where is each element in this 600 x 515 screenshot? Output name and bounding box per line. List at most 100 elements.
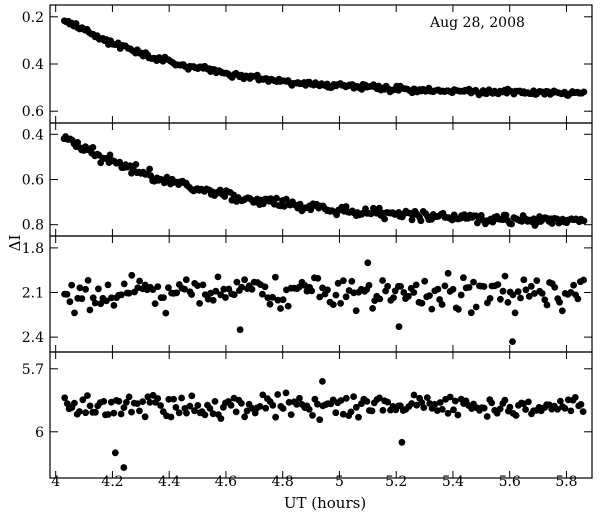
y-tick-label: 0.6	[22, 173, 44, 189]
data-point	[241, 276, 249, 284]
data-point	[221, 193, 229, 200]
data-point	[525, 398, 532, 406]
data-point	[428, 305, 436, 313]
data-point	[149, 286, 157, 293]
data-point	[233, 278, 241, 286]
data-point	[89, 294, 97, 302]
data-point	[410, 391, 418, 399]
data-point	[342, 394, 350, 402]
data-point	[63, 400, 71, 407]
data-point	[274, 391, 282, 398]
data-point	[238, 283, 246, 291]
data-point	[175, 409, 183, 417]
data-point	[558, 307, 566, 315]
data-point	[311, 395, 319, 403]
data-point	[554, 406, 561, 413]
data-point	[423, 394, 431, 401]
data-point	[400, 289, 408, 296]
data-point	[531, 290, 538, 297]
data-point	[95, 285, 102, 293]
data-point	[100, 398, 108, 405]
data-point	[194, 282, 202, 289]
data-point	[120, 464, 128, 471]
data-point	[282, 195, 290, 203]
data-point	[421, 277, 429, 285]
x-tick-label: 4.8	[272, 474, 294, 490]
data-point	[364, 259, 372, 267]
data-point	[472, 303, 480, 311]
data-point	[227, 401, 235, 409]
data-point	[342, 293, 350, 301]
y-tick-label: 0.4	[22, 127, 44, 143]
data-point	[186, 402, 194, 410]
data-point	[350, 393, 357, 400]
data-point	[86, 306, 94, 314]
data-point	[384, 398, 392, 406]
x-tick-label: 4.6	[215, 474, 237, 490]
data-point	[277, 305, 284, 312]
data-point	[379, 277, 386, 284]
data-point	[431, 400, 439, 408]
data-point	[182, 276, 190, 284]
data-point	[307, 206, 315, 214]
data-point	[496, 405, 504, 413]
data-point	[188, 291, 196, 298]
data-point	[220, 285, 228, 293]
data-point	[102, 297, 110, 305]
data-point	[120, 404, 128, 411]
data-point	[438, 301, 446, 308]
panel-3: 1.8 2.1 2.4	[22, 235, 593, 353]
x-tick-label: 5.6	[499, 474, 521, 490]
data-point	[486, 295, 494, 302]
data-point	[449, 285, 457, 293]
panel-1: 0.2 0.4 0.6	[22, 4, 593, 124]
data-point	[116, 158, 124, 166]
data-point	[76, 284, 84, 292]
data-point	[84, 392, 91, 399]
data-point	[125, 393, 133, 401]
x-tick-label: 5.8	[555, 474, 577, 490]
data-point	[262, 404, 270, 412]
y-tick-label: 5.7	[22, 362, 44, 378]
data-point	[241, 413, 249, 421]
data-point	[167, 413, 175, 421]
data-point	[457, 291, 465, 299]
data-point	[136, 407, 143, 415]
data-point	[273, 194, 280, 202]
data-point	[71, 309, 78, 317]
data-point	[580, 276, 587, 284]
data-point	[337, 300, 344, 307]
data-point	[84, 277, 92, 284]
x-tick-label: 5.4	[442, 474, 464, 490]
data-point	[319, 378, 326, 385]
data-point	[238, 400, 245, 407]
data-point	[426, 292, 433, 299]
data-point	[455, 305, 462, 313]
data-point	[412, 281, 420, 289]
data-point	[141, 413, 149, 421]
data-point	[66, 298, 74, 306]
data-point	[483, 413, 491, 420]
data-point	[108, 294, 115, 302]
data-point	[274, 296, 282, 304]
data-point	[522, 406, 529, 413]
data-point	[154, 283, 162, 290]
data-point	[178, 394, 186, 402]
data-point	[502, 211, 510, 219]
data-point	[188, 392, 196, 400]
data-point	[504, 299, 512, 306]
data-point	[324, 286, 331, 294]
data-point	[279, 296, 287, 304]
data-point	[91, 299, 99, 307]
data-point	[151, 300, 159, 307]
data-point	[434, 285, 442, 293]
data-point	[111, 449, 119, 457]
data-point	[115, 397, 123, 405]
data-point	[506, 403, 514, 411]
data-point	[470, 278, 477, 286]
data-point	[196, 300, 204, 307]
data-point	[337, 397, 345, 404]
data-point	[465, 284, 473, 291]
data-point	[206, 405, 214, 412]
data-point	[355, 413, 362, 421]
